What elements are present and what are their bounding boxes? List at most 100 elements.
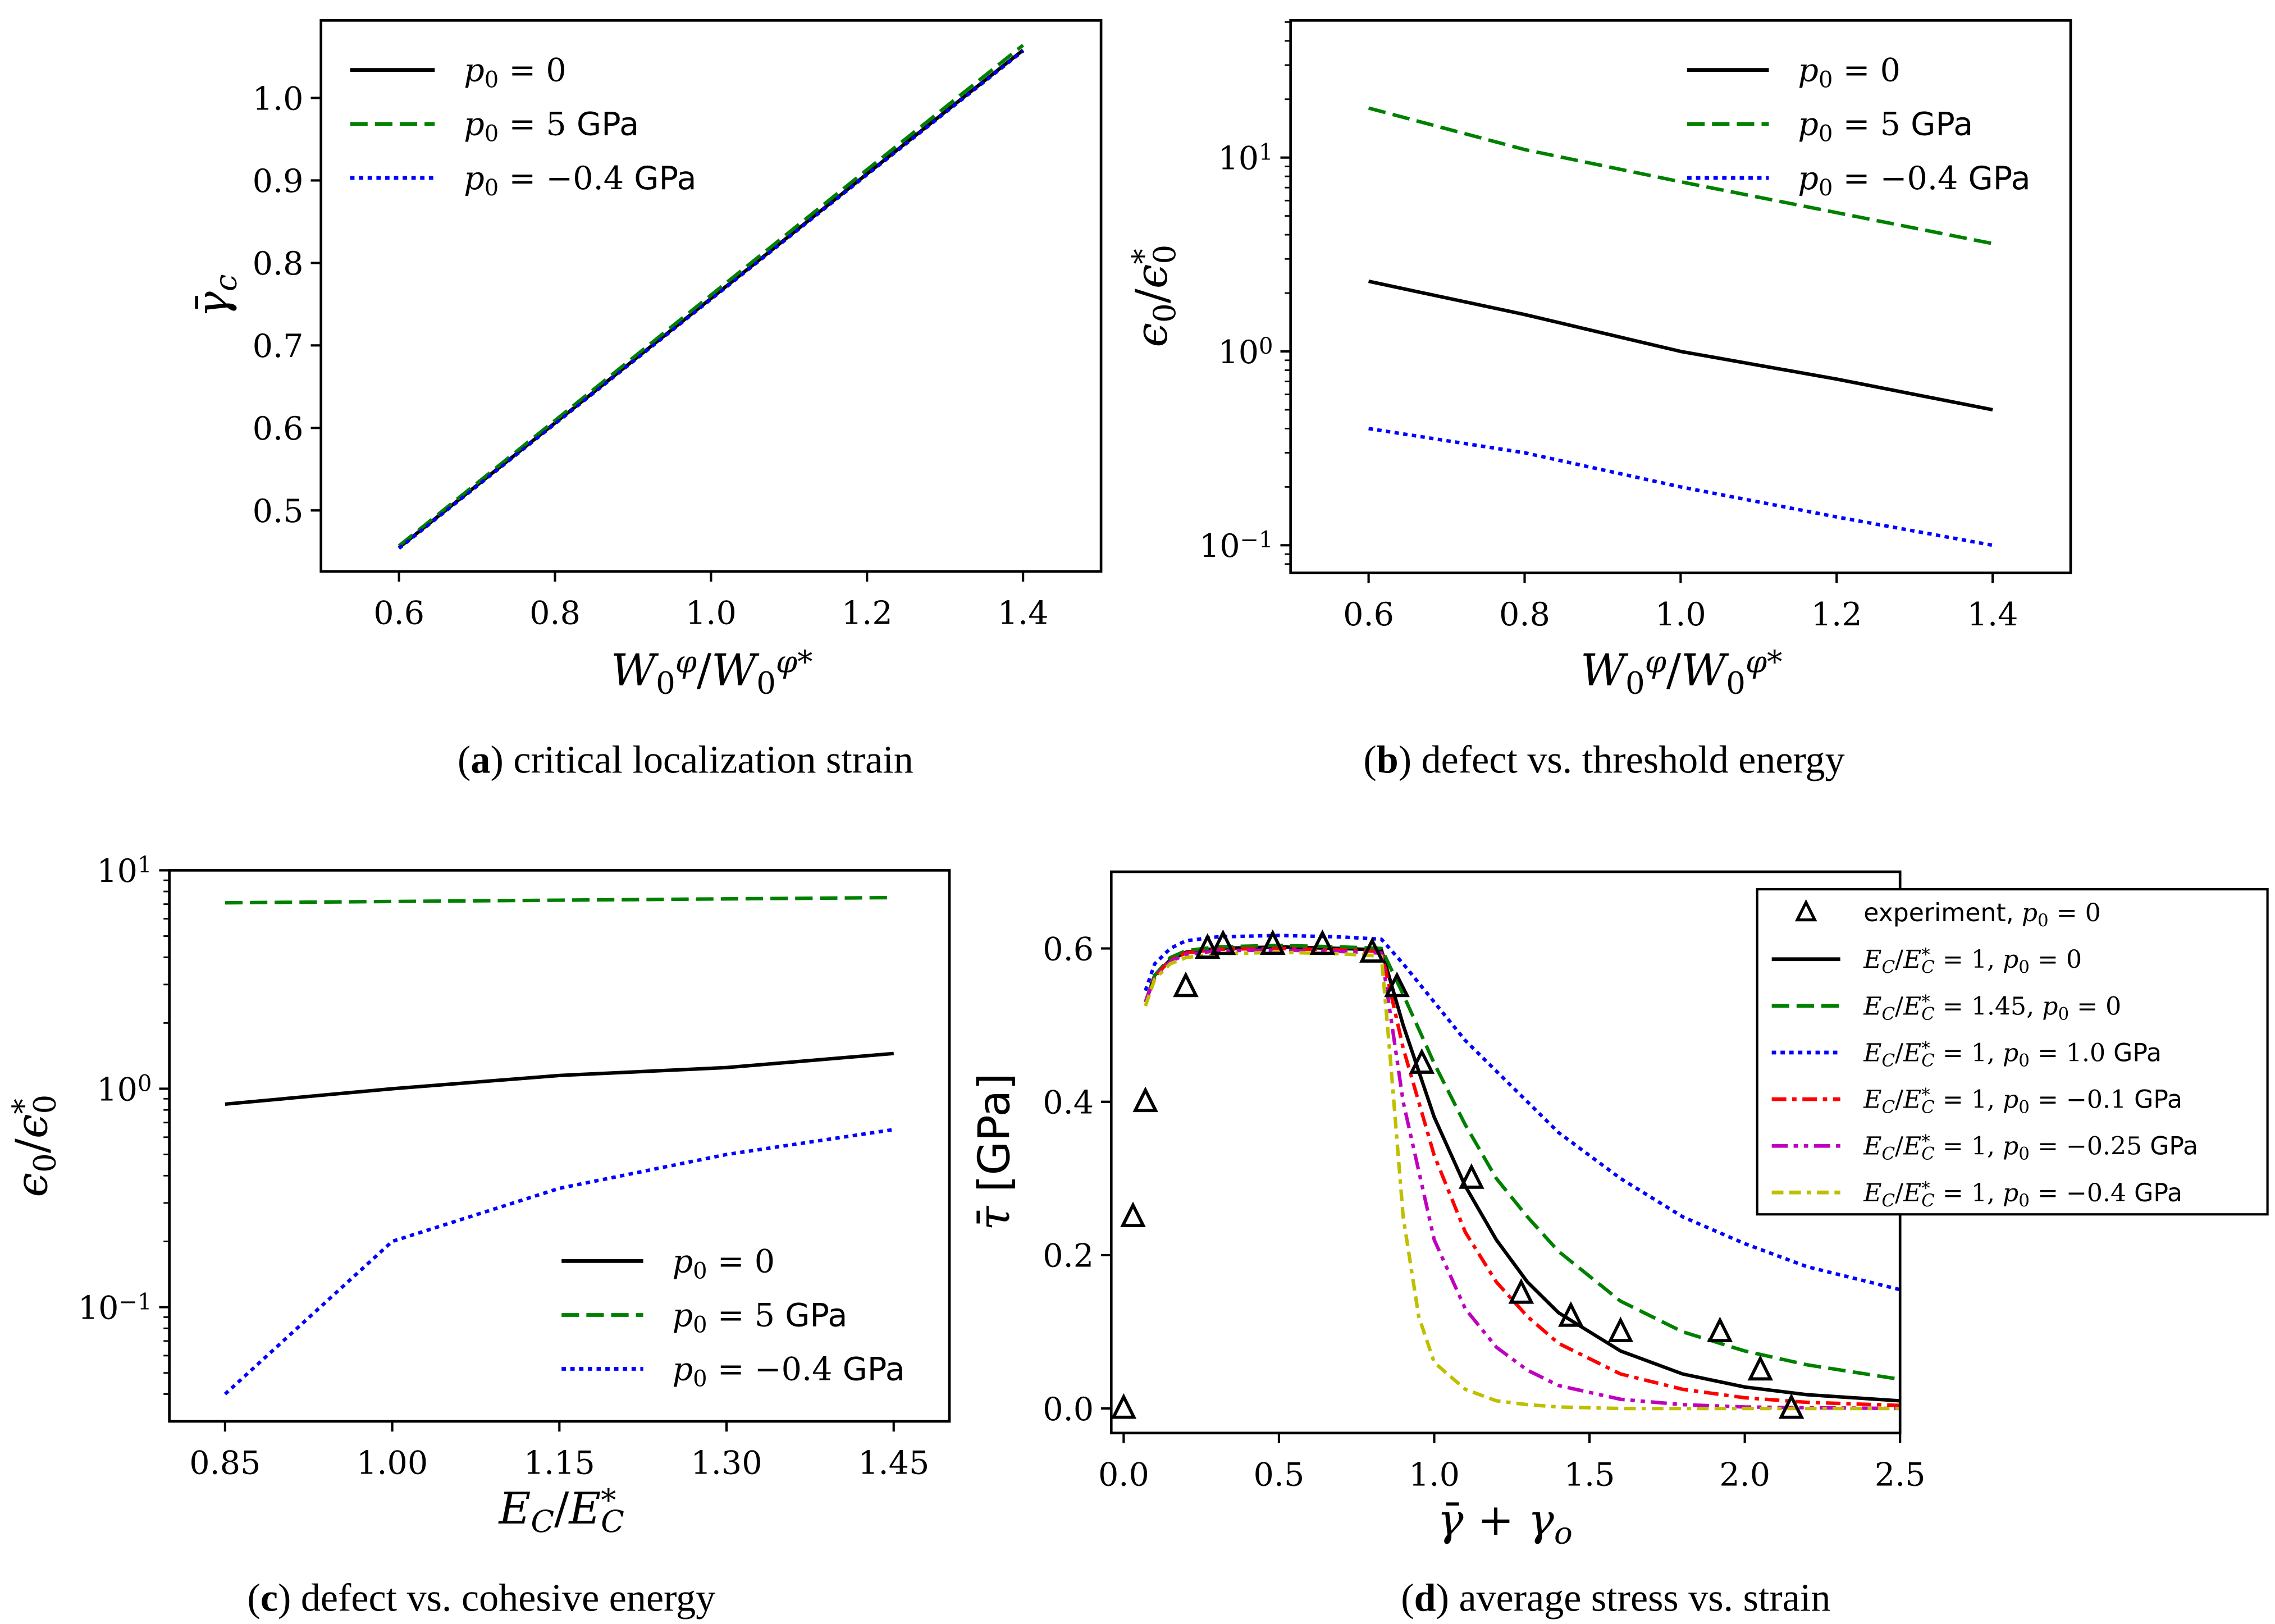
text-run: E	[1903, 945, 1921, 974]
y-tick-label: 101	[97, 852, 152, 890]
text-run: 0	[2058, 1004, 2069, 1024]
y-tick-label: 0.8	[253, 245, 304, 282]
text-run: /	[1895, 992, 1903, 1021]
legend-label: EC/E* C = 1, p0 = −0.25 GPa	[1863, 1132, 2198, 1164]
series-line	[223, 1128, 894, 1396]
text-run: /	[1127, 288, 1177, 303]
experiment-marker	[1173, 971, 1199, 998]
axes-frame	[1289, 19, 2072, 574]
text-run: = 1,	[1935, 1179, 2003, 1207]
text-run: 0	[1726, 665, 1746, 701]
series-line	[1368, 280, 1993, 412]
series-line	[1368, 106, 1993, 245]
x-tick-label: 1.0	[1409, 1456, 1460, 1493]
text-run: C	[1881, 1004, 1895, 1024]
x-axis-label: W0φ/W0φ*	[1580, 643, 1782, 701]
text-run: = −0.1	[2030, 1086, 2134, 1114]
text-run: γ	[1528, 1495, 1554, 1546]
legend-label: p0 = −0.4 GPa	[1798, 160, 2030, 201]
text-run: *	[1767, 643, 1782, 679]
text-run: C	[1921, 1190, 1935, 1210]
text-run: /	[1666, 646, 1682, 696]
text-run: 0	[2038, 911, 2049, 931]
caption: (b) defect vs. threshold energy	[1363, 738, 1844, 781]
text-run: 0	[656, 665, 675, 701]
plot-area	[223, 895, 894, 1396]
text-run: 1	[1259, 140, 1273, 166]
y-tick-label: 101	[1218, 140, 1273, 177]
text-run: *	[1921, 991, 1930, 1012]
x-tick-label: 1.0	[686, 594, 737, 632]
text-run: φ	[1746, 643, 1767, 679]
text-run: E	[1903, 1132, 1921, 1161]
text-run: E	[1903, 992, 1921, 1021]
text-run: E	[1863, 1086, 1881, 1114]
axes-frame	[168, 869, 951, 1423]
text-run: E	[1903, 1039, 1921, 1067]
text-run: 0.6	[373, 594, 424, 632]
x-axis-label: γ̄ + γo	[1437, 1495, 1573, 1551]
text-run: 0.85	[189, 1445, 261, 1482]
text-run: 0	[2018, 957, 2030, 977]
text-run: 1.2	[842, 594, 893, 632]
legend-label: experiment, p0 = 0	[1863, 899, 2101, 931]
text-run: = 0	[2049, 899, 2101, 927]
text-run: 1.2	[1811, 596, 1862, 633]
text-run: /	[554, 1484, 569, 1534]
text-run: 10	[97, 853, 138, 890]
x-tick-label: 1.5	[1564, 1456, 1615, 1493]
text-run: ]	[969, 1073, 1020, 1090]
text-run: = 1,	[1935, 1039, 2003, 1067]
text-run: ϵ	[1127, 264, 1177, 289]
x-tick-label: 2.5	[1875, 1456, 1926, 1493]
x-tick-label: 1.30	[691, 1445, 762, 1482]
text-run: ϵ	[7, 1173, 57, 1197]
x-tick-label: 0.8	[529, 594, 581, 632]
text-run: *	[1921, 945, 1930, 965]
series-line	[398, 49, 1025, 550]
text-run: p	[673, 1243, 693, 1280]
x-tick-label: 1.00	[357, 1445, 428, 1482]
text-run: φ	[675, 643, 697, 679]
text-run: = 1.0	[2030, 1039, 2113, 1067]
text-run: p	[2003, 1039, 2018, 1067]
caption-paren: )	[490, 738, 513, 781]
y-axis-label: ϵ0/ϵ*0	[1125, 245, 1182, 347]
text-run: = 0	[499, 52, 567, 89]
text-run: 1.15	[524, 1445, 595, 1482]
x-tick-label: 1.0	[1655, 596, 1706, 633]
x-tick-label: 0.6	[373, 594, 424, 632]
text-run: C	[1921, 957, 1935, 977]
caption: (a) critical localization strain	[458, 738, 913, 781]
text-run: /	[1895, 1132, 1903, 1161]
legend-label: p0 = 5 GPa	[464, 106, 639, 147]
text-run: p	[2003, 1132, 2018, 1161]
text-run: p	[1798, 52, 1819, 89]
text-run: ,	[2006, 899, 2014, 927]
y-axis-label: γ̄c	[188, 275, 244, 318]
text-run: C	[601, 1503, 624, 1539]
text-run: 2.5	[1875, 1456, 1926, 1493]
text-run: 1.30	[691, 1445, 762, 1482]
text-run: C	[1881, 1097, 1895, 1117]
text-run: 1.4	[998, 594, 1049, 632]
text-run: experiment	[1863, 899, 2006, 927]
text-run: 0	[1819, 67, 1833, 93]
y-tick-label: 0.0	[1043, 1391, 1094, 1428]
text-run: 10	[97, 1071, 138, 1108]
text-run: 0.5	[253, 493, 304, 530]
legend-label: EC/E* C = 1.45, p0 = 0	[1863, 991, 2121, 1024]
text-run: 0.8	[1499, 596, 1550, 633]
text-run: = −0.4	[2030, 1179, 2134, 1207]
text-run: 10	[78, 1289, 119, 1326]
experiment-marker	[1194, 933, 1221, 959]
text-run: = 0	[1833, 52, 1901, 89]
text-run: C	[1881, 1143, 1895, 1164]
legend-label: EC/E* C = 1, p0 = 0	[1863, 945, 2082, 977]
text-run: 1.45	[858, 1445, 929, 1482]
experiment-marker	[1459, 1163, 1484, 1189]
text-run: 0	[2018, 1143, 2030, 1164]
x-tick-label: 0.5	[1254, 1456, 1305, 1493]
